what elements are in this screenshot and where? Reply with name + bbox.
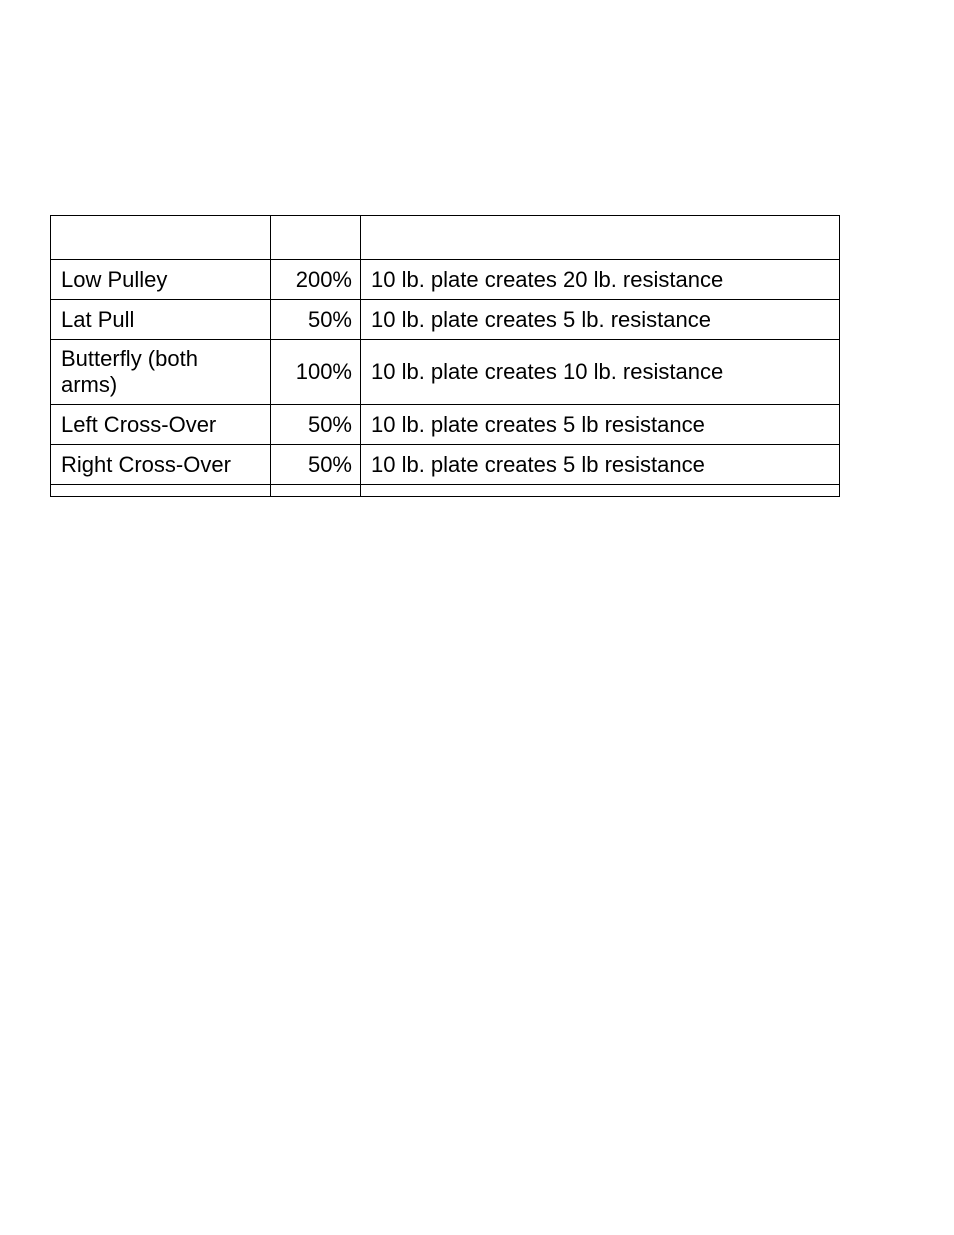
cell-exercise: Low Pulley: [51, 260, 271, 300]
table-row: Lat Pull 50% 10 lb. plate creates 5 lb. …: [51, 300, 840, 340]
cell-percentage: 200%: [271, 260, 361, 300]
cell-percentage: 50%: [271, 300, 361, 340]
spacer-cell: [271, 485, 361, 497]
cell-description: 10 lb. plate creates 5 lb resistance: [361, 405, 840, 445]
cell-exercise: Lat Pull: [51, 300, 271, 340]
cell-percentage: 50%: [271, 445, 361, 485]
cell-percentage: 100%: [271, 340, 361, 405]
spacer-cell: [51, 485, 271, 497]
resistance-table: Low Pulley 200% 10 lb. plate creates 20 …: [50, 215, 840, 497]
table-header-row: [51, 216, 840, 260]
cell-description: 10 lb. plate creates 20 lb. resistance: [361, 260, 840, 300]
spacer-cell: [361, 485, 840, 497]
cell-description: 10 lb. plate creates 5 lb resistance: [361, 445, 840, 485]
cell-description: 10 lb. plate creates 10 lb. resistance: [361, 340, 840, 405]
header-cell-exercise: [51, 216, 271, 260]
cell-exercise: Butterfly (both arms): [51, 340, 271, 405]
header-cell-description: [361, 216, 840, 260]
table-row: Butterfly (both arms) 100% 10 lb. plate …: [51, 340, 840, 405]
cell-description: 10 lb. plate creates 5 lb. resistance: [361, 300, 840, 340]
table-bottom-spacer: [51, 485, 840, 497]
table-row: Left Cross-Over 50% 10 lb. plate creates…: [51, 405, 840, 445]
resistance-table-container: Low Pulley 200% 10 lb. plate creates 20 …: [50, 215, 840, 497]
cell-percentage: 50%: [271, 405, 361, 445]
cell-exercise: Right Cross-Over: [51, 445, 271, 485]
table-row: Right Cross-Over 50% 10 lb. plate create…: [51, 445, 840, 485]
cell-exercise: Left Cross-Over: [51, 405, 271, 445]
table-row: Low Pulley 200% 10 lb. plate creates 20 …: [51, 260, 840, 300]
header-cell-percentage: [271, 216, 361, 260]
